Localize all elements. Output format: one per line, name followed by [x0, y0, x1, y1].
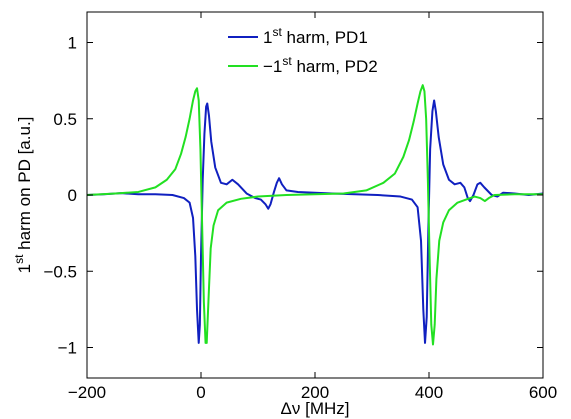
y-axis-label-sup: st — [12, 254, 26, 264]
x-tick-label: −200 — [68, 383, 106, 402]
y-tick-label: −1 — [58, 339, 77, 358]
y-axis-label-suffix: harm on PD [a.u.] — [15, 117, 34, 255]
x-tick-label: 0 — [196, 383, 205, 402]
y-tick-label: 0 — [68, 186, 77, 205]
y-axis-label: 1st harm on PD [a.u.] — [12, 117, 34, 274]
y-tick-label: −0.5 — [43, 262, 77, 281]
legend: 1st harm, PD1 −1st harm, PD2 — [228, 25, 378, 76]
y-tick-label: 1 — [68, 34, 77, 53]
legend-label-2: −1st harm, PD2 — [263, 54, 378, 76]
y-tick-label: 0.5 — [53, 110, 77, 129]
x-tick-label: 400 — [415, 383, 443, 402]
series-layer — [86, 84, 544, 346]
x-tick-label: 200 — [301, 383, 329, 402]
axes-layer: −200 0 200 400 600 −1 −0.5 0 0.5 1 — [43, 11, 557, 402]
legend-label-1: 1st harm, PD1 — [263, 25, 368, 47]
y-axis-label-prefix: 1 — [15, 264, 34, 273]
x-tick-label: 600 — [529, 383, 557, 402]
x-axis-label: Δν [MHz] — [281, 399, 350, 418]
series-line-1 — [86, 99, 544, 344]
series-line-2 — [86, 84, 543, 346]
